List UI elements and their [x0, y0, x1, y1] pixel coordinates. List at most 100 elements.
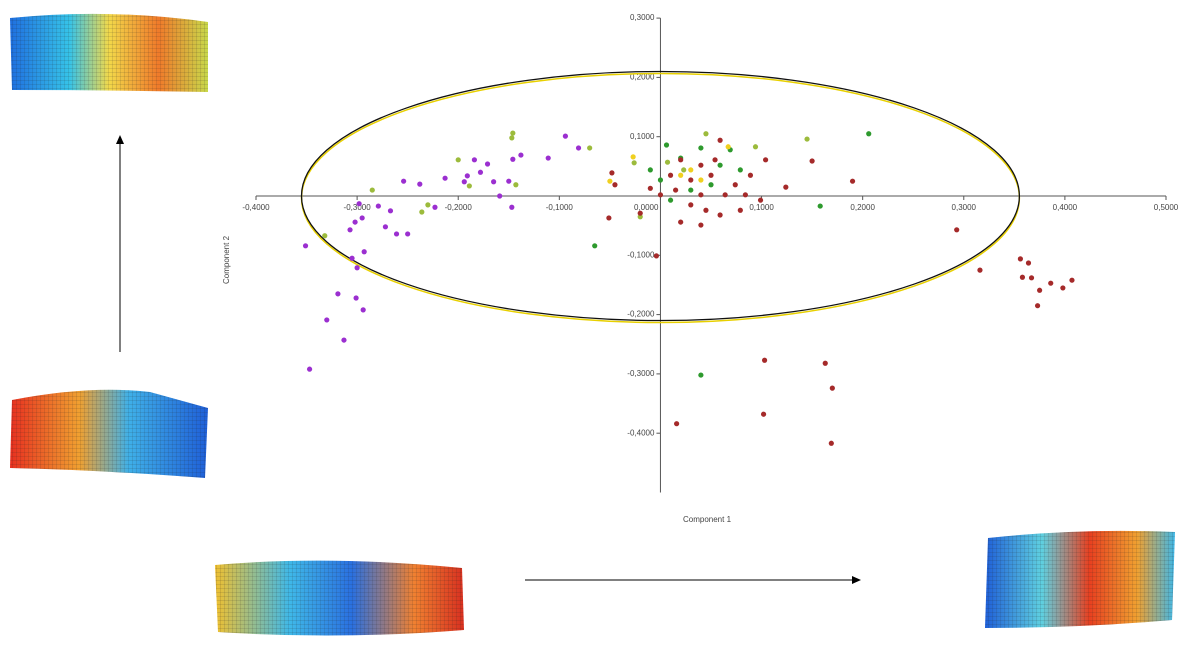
point — [822, 360, 828, 366]
deformation-grid-right — [985, 530, 1175, 628]
point — [653, 253, 660, 259]
point — [667, 172, 674, 178]
point — [432, 204, 438, 210]
point — [587, 145, 593, 151]
point — [510, 130, 516, 136]
point — [688, 177, 694, 183]
point — [545, 155, 551, 161]
point — [725, 144, 731, 150]
point — [681, 167, 687, 173]
point — [322, 233, 328, 239]
point — [464, 173, 470, 179]
point — [360, 307, 366, 313]
deformation-grid-top — [10, 13, 208, 92]
point — [419, 209, 425, 215]
point — [1025, 260, 1032, 266]
point — [673, 187, 679, 193]
point — [324, 317, 330, 323]
point — [717, 212, 723, 218]
confidence-ellipse — [300, 70, 1021, 322]
point — [607, 178, 613, 184]
point — [347, 227, 353, 233]
point — [866, 131, 872, 137]
point — [631, 160, 637, 166]
point — [509, 135, 515, 141]
point — [1069, 277, 1075, 283]
point — [510, 156, 516, 162]
point — [760, 411, 767, 417]
x-tick-label: 0,1000 — [749, 203, 774, 212]
point — [506, 178, 512, 184]
arrow-horizontal — [525, 576, 861, 584]
point — [393, 231, 400, 237]
point — [698, 192, 704, 198]
point — [1034, 303, 1041, 309]
arrow-vertical — [116, 135, 124, 352]
point — [491, 179, 497, 185]
y-tick-label: -0,3000 — [627, 369, 655, 378]
point — [657, 192, 664, 198]
point — [817, 203, 823, 209]
point — [647, 167, 653, 173]
point — [761, 357, 768, 363]
point — [484, 161, 491, 167]
point — [664, 159, 671, 165]
point — [442, 175, 448, 181]
point — [698, 162, 704, 168]
point — [703, 131, 709, 137]
point — [678, 172, 684, 178]
x-axis-label: Component 1 — [683, 515, 732, 524]
point — [509, 204, 515, 210]
point — [717, 162, 723, 168]
point — [401, 178, 407, 184]
point — [737, 167, 743, 173]
y-tick-label: -0,1000 — [627, 250, 655, 259]
point — [688, 202, 694, 208]
point — [637, 210, 643, 216]
y-tick-label: 0,3000 — [630, 13, 655, 22]
point — [647, 185, 653, 191]
deformation-grid-bottom — [215, 560, 464, 636]
point — [688, 167, 694, 173]
point — [302, 243, 309, 249]
y-tick-label: -0,4000 — [627, 428, 655, 437]
point — [977, 267, 983, 273]
y-axis-label: Component 2 — [222, 235, 231, 284]
point — [518, 152, 524, 158]
deformation-grid-left — [10, 389, 208, 478]
point — [849, 178, 856, 184]
point — [1017, 256, 1024, 262]
point — [387, 208, 394, 214]
point — [783, 184, 789, 190]
x-tick-label: -0,1000 — [546, 203, 574, 212]
point — [466, 183, 472, 189]
point — [747, 172, 754, 178]
point — [688, 187, 694, 193]
point — [698, 372, 704, 378]
point — [497, 193, 503, 199]
point — [722, 192, 728, 198]
point — [708, 172, 714, 178]
point — [405, 231, 411, 237]
point — [359, 215, 365, 221]
point — [657, 177, 664, 183]
point — [717, 137, 723, 143]
point — [356, 201, 362, 207]
point — [471, 157, 477, 163]
point — [637, 214, 643, 220]
point — [804, 136, 810, 142]
x-tick-label: 0,0000 — [634, 203, 659, 212]
point — [461, 179, 467, 185]
point — [1019, 274, 1026, 280]
point — [954, 227, 960, 233]
point — [1048, 280, 1054, 286]
point — [562, 133, 569, 139]
x-tick-label: -0,4000 — [242, 203, 270, 212]
point — [306, 366, 313, 372]
point — [369, 187, 375, 193]
point — [417, 181, 423, 187]
point — [829, 385, 835, 391]
point — [612, 182, 618, 188]
